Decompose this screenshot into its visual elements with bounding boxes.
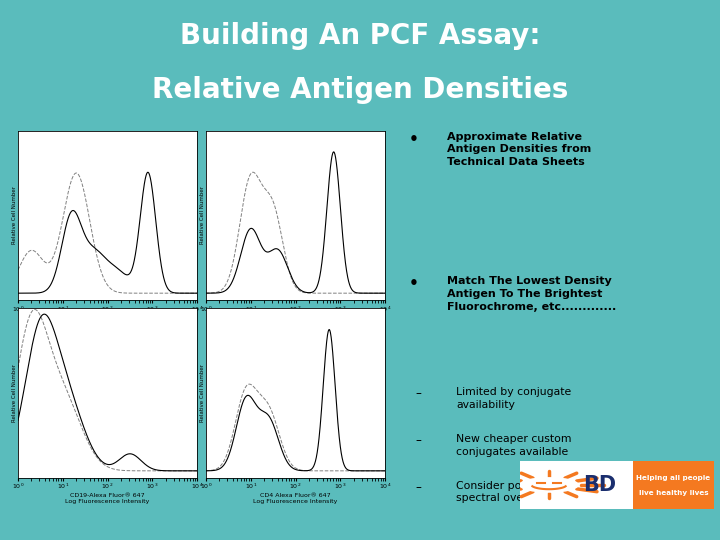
X-axis label: CD8-Alexa Fluor® 647
Log Fluorescence Intensity: CD8-Alexa Fluor® 647 Log Fluorescence In… xyxy=(66,316,150,327)
Bar xyxy=(520,461,633,509)
Text: Match The Lowest Density
Antigen To The Brightest
Fluorochrome, etc.............: Match The Lowest Density Antigen To The … xyxy=(446,276,616,312)
Text: Consider potential
spectral overlap: Consider potential spectral overlap xyxy=(456,481,557,503)
X-axis label: CD19-Alexa Fluor® 647
Log Fluorescence Intensity: CD19-Alexa Fluor® 647 Log Fluorescence I… xyxy=(66,494,150,504)
Text: –: – xyxy=(415,387,421,400)
Text: •: • xyxy=(409,132,418,146)
X-axis label: CD4 Alexa Fluor® 647
Log Fluorescence Intensity: CD4 Alexa Fluor® 647 Log Fluorescence In… xyxy=(253,494,338,504)
Y-axis label: Relative Cell Number: Relative Cell Number xyxy=(199,186,204,245)
X-axis label: CD3 Alexa Fluor® 647
Log Fluorescence Intensity: CD3 Alexa Fluor® 647 Log Fluorescence In… xyxy=(253,316,338,327)
Text: Relative Antigen Densities: Relative Antigen Densities xyxy=(152,76,568,104)
Bar xyxy=(633,461,714,509)
Text: live healthy lives: live healthy lives xyxy=(639,490,708,496)
Y-axis label: Relative Cell Number: Relative Cell Number xyxy=(12,364,17,422)
Text: Building An PCF Assay:: Building An PCF Assay: xyxy=(180,22,540,50)
Circle shape xyxy=(520,478,578,492)
Text: New cheaper custom
conjugates available: New cheaper custom conjugates available xyxy=(456,434,572,456)
Text: •: • xyxy=(409,276,418,291)
Text: –: – xyxy=(415,481,421,494)
Y-axis label: Relative Cell Number: Relative Cell Number xyxy=(199,364,204,422)
Text: Helping all people: Helping all people xyxy=(636,475,711,481)
Text: Approximate Relative
Antigen Densities from
Technical Data Sheets: Approximate Relative Antigen Densities f… xyxy=(446,132,591,167)
Y-axis label: Relative Cell Number: Relative Cell Number xyxy=(12,186,17,245)
Text: Limited by conjugate
availability: Limited by conjugate availability xyxy=(456,387,572,410)
Text: –: – xyxy=(415,434,421,447)
Text: BD: BD xyxy=(583,475,616,495)
